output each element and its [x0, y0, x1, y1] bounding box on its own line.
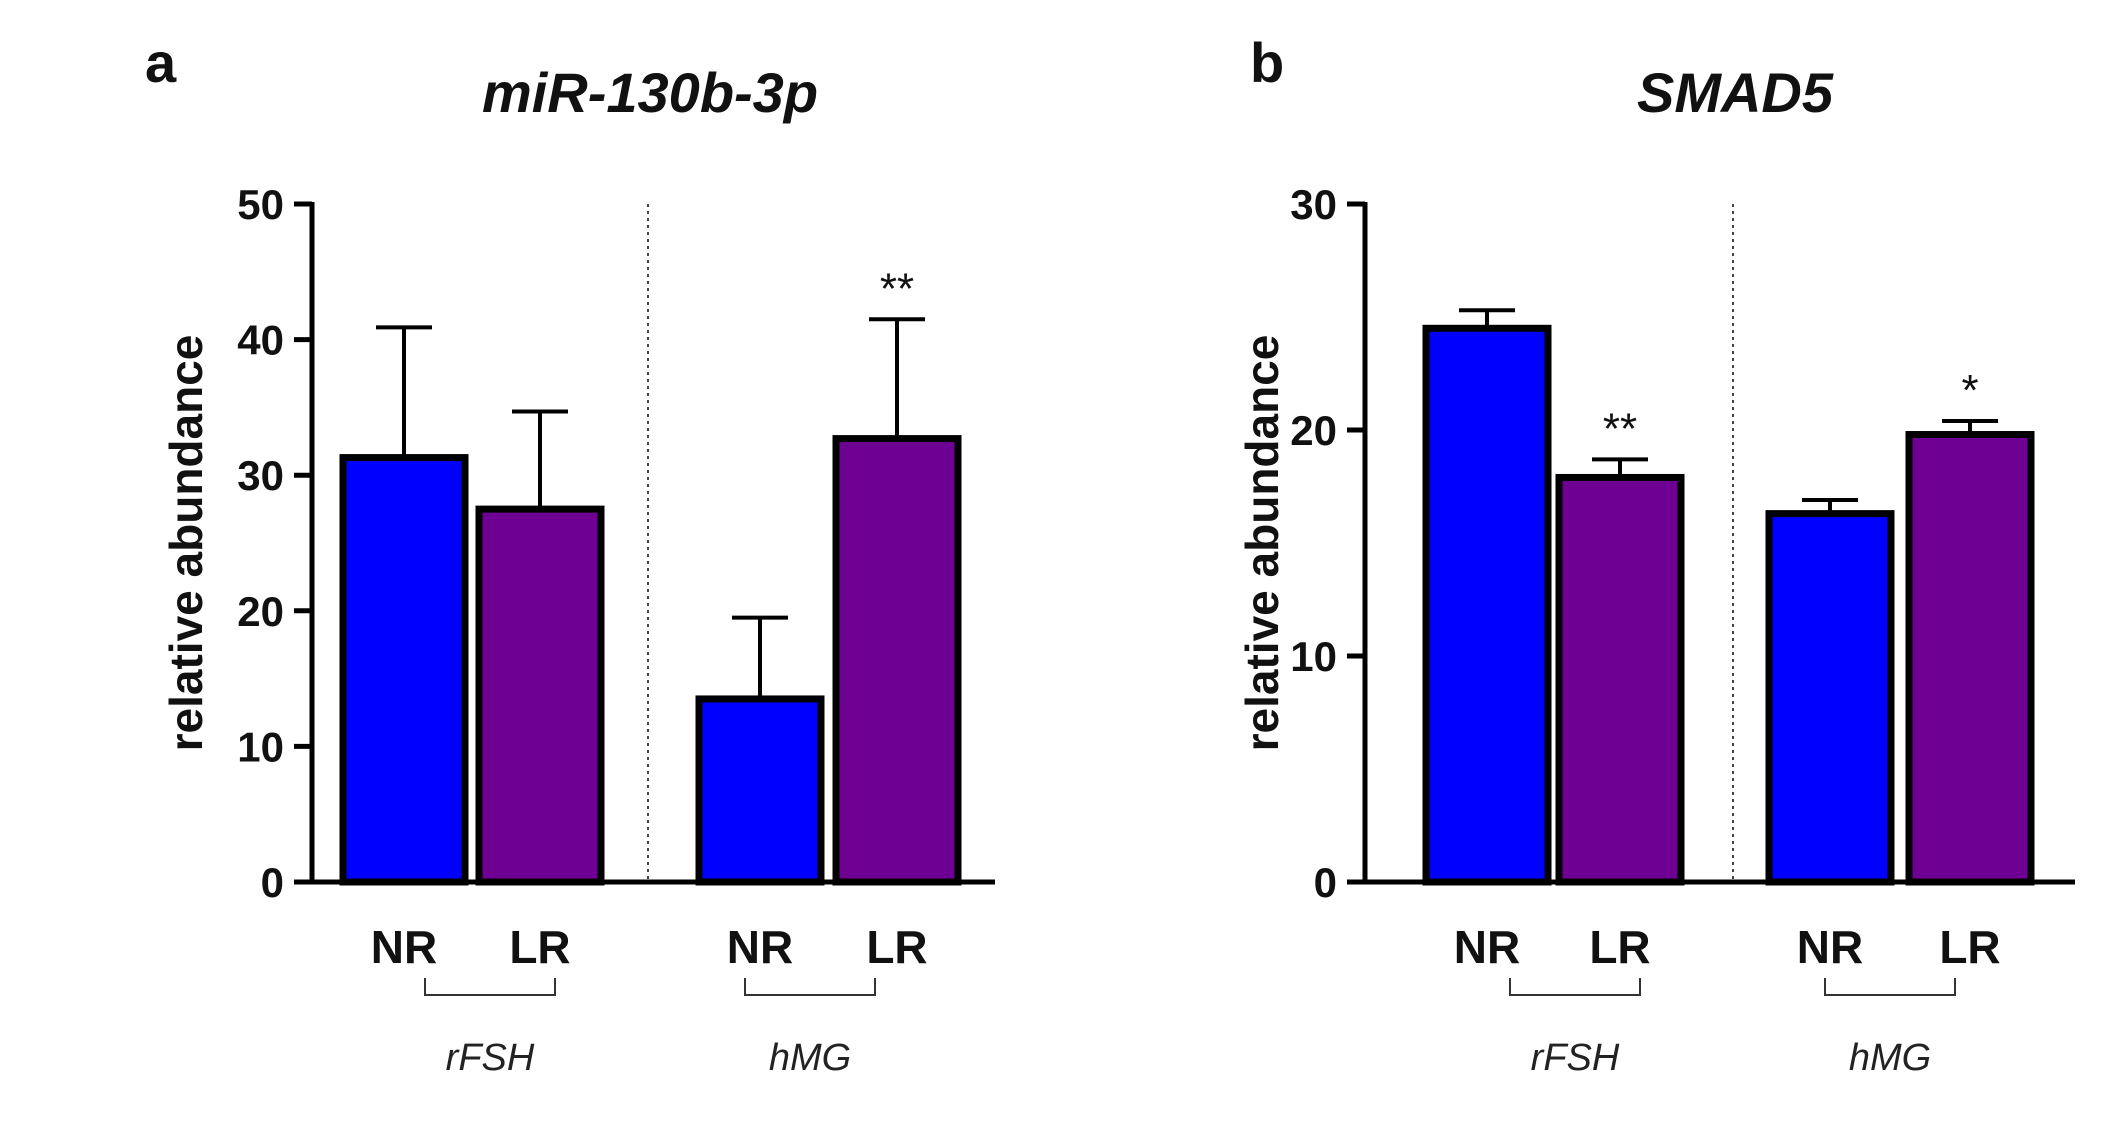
significance-marker: **: [880, 264, 914, 313]
group-bracket: [744, 978, 876, 996]
y-tick-label: 10: [237, 723, 284, 770]
y-axis-label: relative abundance: [1236, 335, 1288, 752]
bar-hMG-NR: [1765, 510, 1895, 886]
group-bracket: [1824, 978, 1956, 996]
bar-hMG-LR: [832, 435, 962, 886]
y-tick-label: 40: [237, 317, 284, 364]
category-label: LR: [1589, 921, 1650, 973]
chart-panel-b: b SMAD5 relative abundance NR LR ** NR LR * 0 10 20…: [1236, 31, 2075, 1079]
group-label: hMG: [769, 1037, 851, 1079]
y-tick-label: 20: [237, 588, 284, 635]
y-tick-label: 30: [237, 452, 284, 499]
panel-letter: b: [1250, 31, 1284, 94]
category-label: LR: [1939, 921, 2000, 973]
bar-rFSH-NR: [339, 454, 469, 886]
category-label: NR: [1797, 921, 1863, 973]
y-tick-label: 0: [261, 859, 284, 906]
y-tick-label: 0: [1314, 859, 1337, 906]
y-axis-label: relative abundance: [160, 335, 212, 752]
group-bracket: [424, 978, 556, 996]
significance-marker: **: [1603, 404, 1637, 453]
category-label: LR: [509, 921, 570, 973]
significance-marker: *: [1961, 366, 1978, 415]
bar-rFSH-LR: [1555, 473, 1685, 886]
y-tick-label: 30: [1290, 181, 1337, 228]
category-label: NR: [727, 921, 793, 973]
bar-hMG-LR: [1905, 431, 2035, 886]
group-label: rFSH: [1531, 1037, 1620, 1079]
bar-rFSH-LR: [475, 505, 605, 886]
bar-rFSH-NR: [1422, 324, 1552, 886]
group-label: rFSH: [446, 1037, 535, 1079]
category-label: LR: [866, 921, 927, 973]
y-tick-label: 10: [1290, 633, 1337, 680]
panel-letter: a: [145, 31, 177, 94]
category-label: NR: [371, 921, 437, 973]
chart-title: miR-130b-3p: [482, 61, 818, 124]
y-tick-label: 50: [237, 181, 284, 228]
group-bracket: [1509, 978, 1641, 996]
chart-panel-a: a miR-130b-3p relative abundance NR LR NR LR **…: [145, 31, 995, 1079]
group-label: hMG: [1849, 1037, 1931, 1079]
chart-title: SMAD5: [1637, 61, 1834, 124]
bar-hMG-NR: [695, 695, 825, 886]
category-label: NR: [1454, 921, 1520, 973]
y-tick-label: 20: [1290, 407, 1337, 454]
